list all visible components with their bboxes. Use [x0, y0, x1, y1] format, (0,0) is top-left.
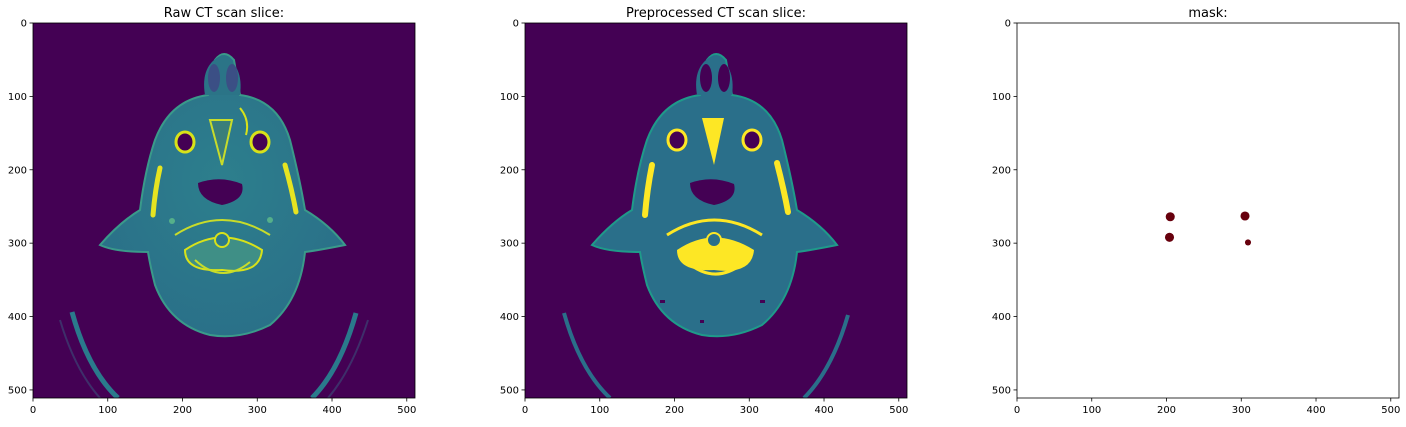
x-tick-label: 500 — [397, 405, 416, 416]
y-tick-label: 300 — [8, 239, 27, 250]
x-tick-label: 400 — [1306, 405, 1325, 416]
y-tick-label: 500 — [992, 385, 1011, 396]
x-tick-label: 200 — [173, 405, 192, 416]
panel-preprocessed-ct: Preprocessed CT scan slice: 0 100 20 — [500, 6, 908, 416]
x-tick-label: 300 — [740, 405, 759, 416]
x-tick-label: 0 — [30, 405, 36, 416]
x-tick-label: 200 — [665, 405, 684, 416]
y-axis-ticks: 0 100 200 300 400 500 — [500, 19, 525, 396]
y-tick-label: 100 — [500, 92, 519, 103]
y-axis-ticks: 0 100 200 300 400 500 — [8, 19, 33, 396]
y-tick-label: 0 — [21, 19, 27, 30]
y-tick-label: 300 — [992, 239, 1011, 250]
y-tick-label: 500 — [8, 385, 27, 396]
y-tick-label: 300 — [500, 239, 519, 250]
y-tick-label: 200 — [500, 165, 519, 176]
ct-image — [33, 23, 415, 398]
panel-title: mask: — [1188, 6, 1227, 21]
mask-image — [1017, 23, 1399, 398]
x-tick-label: 0 — [522, 405, 528, 416]
y-tick-label: 400 — [500, 312, 519, 323]
x-tick-label: 0 — [1014, 405, 1020, 416]
x-tick-label: 300 — [248, 405, 267, 416]
mask-region — [1240, 211, 1250, 221]
x-tick-label: 100 — [1082, 405, 1101, 416]
x-tick-label: 100 — [590, 405, 609, 416]
y-tick-label: 500 — [500, 385, 519, 396]
mask-region — [1244, 239, 1252, 246]
x-tick-label: 500 — [889, 405, 908, 416]
panel-raw-ct: Raw CT scan slice: — [8, 6, 416, 416]
y-tick-label: 200 — [8, 165, 27, 176]
x-tick-label: 400 — [322, 405, 341, 416]
y-tick-label: 400 — [992, 312, 1011, 323]
x-tick-label: 400 — [814, 405, 833, 416]
x-axis-ticks: 0 100 200 300 400 500 — [1014, 398, 1400, 416]
x-tick-label: 100 — [98, 405, 117, 416]
panel-mask: mask: 0 100 200 300 400 500 0 100 200 300 400 500 — [992, 6, 1400, 416]
y-tick-label: 100 — [8, 92, 27, 103]
y-tick-label: 200 — [992, 165, 1011, 176]
y-tick-label: 0 — [1005, 19, 1011, 30]
x-axis-ticks: 0 100 200 300 400 500 — [30, 398, 416, 416]
x-tick-label: 200 — [1157, 405, 1176, 416]
panel-title: Raw CT scan slice: — [164, 6, 284, 21]
y-tick-label: 400 — [8, 312, 27, 323]
panel-title: Preprocessed CT scan slice: — [626, 6, 806, 21]
y-tick-label: 100 — [992, 92, 1011, 103]
y-axis-ticks: 0 100 200 300 400 500 — [992, 19, 1017, 396]
mask-region — [1164, 232, 1175, 242]
x-axis-ticks: 0 100 200 300 400 500 — [522, 398, 908, 416]
ct-image — [525, 23, 907, 398]
x-tick-label: 500 — [1381, 405, 1400, 416]
y-tick-label: 0 — [513, 19, 519, 30]
x-tick-label: 300 — [1232, 405, 1251, 416]
mask-region — [1165, 212, 1175, 222]
